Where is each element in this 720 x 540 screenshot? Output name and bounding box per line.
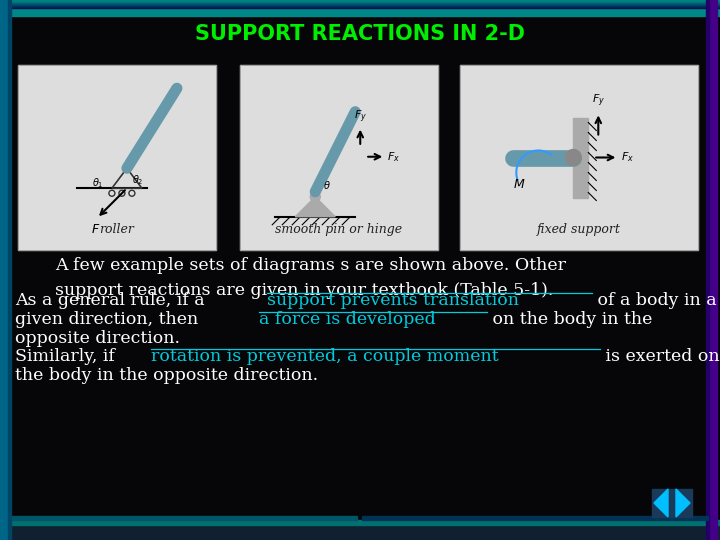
- Text: $F_x$: $F_x$: [387, 150, 400, 164]
- Bar: [240, 65, 438, 250]
- Bar: [0, 0, 720, 1]
- Text: smooth pin or hinge: smooth pin or hinge: [276, 223, 402, 236]
- Text: F: F: [91, 223, 99, 237]
- Bar: [0, 2, 720, 3]
- Bar: [240, 65, 438, 250]
- Text: the body in the opposite direction.: the body in the opposite direction.: [15, 367, 318, 384]
- Bar: [0, 8, 720, 16]
- Polygon shape: [295, 197, 336, 217]
- Circle shape: [565, 150, 581, 165]
- Text: opposite direction.: opposite direction.: [15, 330, 180, 347]
- Text: $F_y$: $F_y$: [354, 109, 366, 125]
- Text: SUPPORT REACTIONS IN 2-D: SUPPORT REACTIONS IN 2-D: [195, 24, 525, 44]
- Bar: [8, 0, 11, 540]
- Bar: [709, 0, 717, 540]
- Bar: [18, 65, 216, 250]
- Bar: [460, 65, 698, 250]
- Circle shape: [310, 192, 320, 202]
- Bar: [0, 3, 720, 4]
- Text: A few example sets of diagrams s are shown above. Other
support reactions are gi: A few example sets of diagrams s are sho…: [55, 257, 566, 299]
- Bar: [652, 489, 692, 517]
- Text: roller: roller: [99, 223, 135, 236]
- Text: given direction, then: given direction, then: [15, 311, 204, 328]
- Text: M: M: [513, 178, 524, 191]
- Bar: [0, 4, 720, 5]
- Text: is exerted on: is exerted on: [600, 348, 719, 365]
- Bar: [0, 6, 720, 7]
- Bar: [0, 7, 720, 8]
- Bar: [0, 525, 720, 540]
- Text: $\theta_1$: $\theta_1$: [92, 176, 104, 190]
- Text: on the body in the: on the body in the: [487, 311, 652, 328]
- Text: $F_x$: $F_x$: [621, 151, 634, 164]
- Polygon shape: [654, 489, 668, 517]
- Text: fixed support: fixed support: [537, 223, 621, 236]
- Text: As a general rule, if a: As a general rule, if a: [15, 292, 210, 309]
- Text: $\theta$: $\theta$: [323, 179, 331, 191]
- Polygon shape: [676, 489, 690, 517]
- Bar: [0, 0, 720, 10]
- Bar: [706, 0, 709, 540]
- Text: support prevents translation: support prevents translation: [267, 292, 519, 309]
- Bar: [0, 1, 720, 2]
- Bar: [18, 65, 216, 250]
- Bar: [0, 5, 720, 6]
- Text: Similarly, if: Similarly, if: [15, 348, 120, 365]
- Text: $\theta_2$: $\theta_2$: [132, 173, 143, 187]
- Bar: [12, 516, 357, 520]
- Bar: [460, 65, 698, 250]
- Text: rotation is prevented, a couple moment: rotation is prevented, a couple moment: [151, 348, 498, 365]
- Text: a force is developed: a force is developed: [258, 311, 436, 328]
- Text: of a body in a: of a body in a: [592, 292, 716, 309]
- Bar: [362, 516, 708, 520]
- Bar: [0, 0, 8, 540]
- Bar: [573, 118, 588, 198]
- Bar: [0, 520, 720, 525]
- Text: $F_y$: $F_y$: [592, 93, 605, 110]
